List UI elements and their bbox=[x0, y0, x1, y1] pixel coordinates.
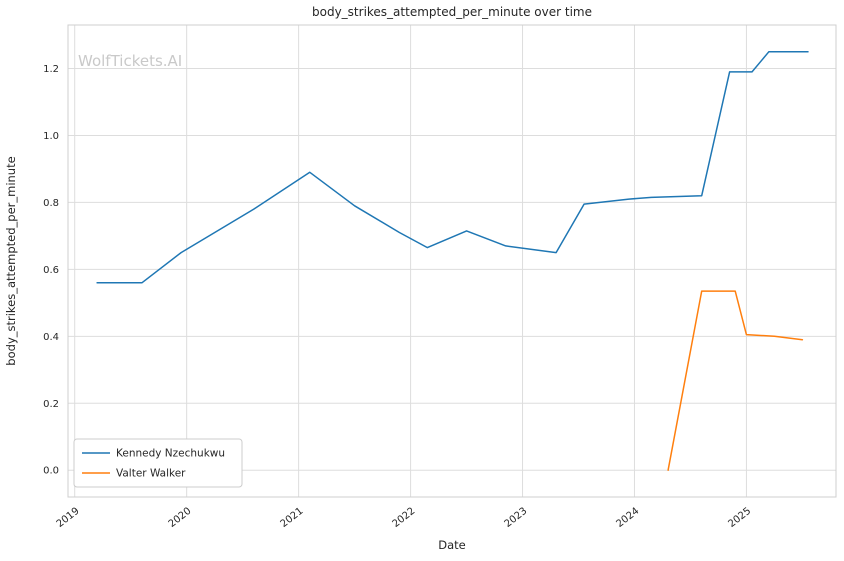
watermark-text: WolfTickets.AI bbox=[78, 52, 182, 70]
grid bbox=[68, 25, 836, 497]
y-tick-label: 0.0 bbox=[43, 466, 59, 477]
x-tick-label: 2020 bbox=[167, 506, 194, 530]
x-tick-label: 2022 bbox=[391, 506, 418, 530]
y-axis-label: body_strikes_attempted_per_minute bbox=[4, 156, 18, 365]
x-tick-label: 2021 bbox=[279, 506, 306, 530]
y-tick-labels: 0.0 0.2 0.4 0.6 0.8 1.0 1.2 bbox=[43, 64, 59, 477]
legend: Kennedy Nzechukwu Valter Walker bbox=[73, 438, 243, 488]
y-tick-label: 1.0 bbox=[43, 131, 59, 142]
series-lines bbox=[96, 51, 809, 471]
x-axis-label: Date bbox=[438, 538, 466, 552]
x-tick-labels: 2019 2020 2021 2022 2023 2024 2025 bbox=[55, 506, 754, 530]
y-tick-label: 0.8 bbox=[43, 198, 59, 209]
x-tick-label: 2024 bbox=[615, 506, 642, 530]
series-line-kennedy-nzechukwu bbox=[96, 51, 809, 284]
legend-label: Kennedy Nzechukwu bbox=[116, 448, 225, 460]
y-tick-label: 1.2 bbox=[43, 64, 59, 75]
series-line-valter-walker bbox=[667, 290, 804, 471]
plot-border bbox=[67, 24, 837, 498]
chart-title: body_strikes_attempted_per_minute over t… bbox=[312, 5, 592, 19]
legend-box bbox=[73, 438, 243, 488]
x-tick-label: 2023 bbox=[503, 506, 530, 530]
legend-label: Valter Walker bbox=[116, 468, 186, 480]
x-tick-label: 2019 bbox=[55, 506, 82, 530]
y-tick-label: 0.2 bbox=[43, 399, 59, 410]
y-tick-label: 0.4 bbox=[43, 332, 59, 343]
x-tick-label: 2025 bbox=[726, 506, 753, 530]
y-tick-label: 0.6 bbox=[43, 265, 59, 276]
